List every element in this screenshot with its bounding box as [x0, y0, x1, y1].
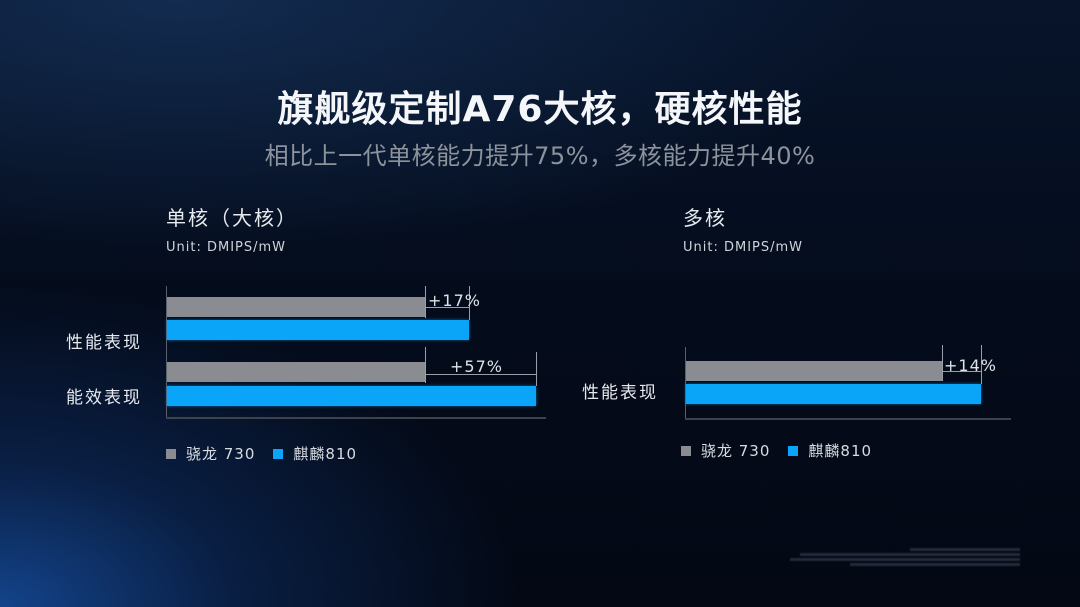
delta-line: [425, 374, 536, 375]
footnote-disclaimer: [790, 546, 1020, 568]
delta-annotation: +14%: [944, 356, 997, 375]
bar-snapdragon-730: [686, 361, 942, 381]
legend-label: 麒麟810: [808, 442, 873, 460]
delta-annotation: +17%: [428, 291, 481, 310]
legend-item-kirin: 麒麟810: [273, 443, 357, 464]
delta-annotation: +57%: [450, 357, 503, 376]
chart-unit: Unit: DMIPS/mW: [166, 240, 287, 255]
legend-label: 麒麟810: [293, 445, 358, 463]
bar-snapdragon-730: [167, 297, 425, 317]
delta-line: [425, 307, 469, 308]
delta-tick: [536, 352, 537, 386]
legend-label: 骁龙 730: [186, 445, 256, 463]
chart-title: 多核: [683, 206, 727, 230]
y-axis: [166, 286, 167, 418]
legend-item-kirin: 麒麟810: [788, 440, 872, 461]
legend-swatch-gray: [166, 448, 176, 459]
delta-tick: [981, 345, 982, 384]
y-axis: [685, 347, 686, 419]
delta-tick: [469, 286, 470, 320]
slide-title: 旗舰级定制A76大核，硬核性能: [277, 89, 803, 130]
x-axis: [166, 417, 546, 419]
bar-kirin-810: [167, 320, 469, 340]
chart-legend: 骁龙 730 麒麟810: [681, 440, 890, 461]
chart-title: 单核（大核）: [166, 206, 298, 230]
category-label: 能效表现: [66, 388, 142, 408]
delta-tick: [425, 347, 426, 383]
category-label: 性能表现: [582, 383, 658, 403]
bar-kirin-810: [167, 386, 536, 406]
legend-swatch-blue: [788, 445, 799, 456]
legend-swatch-gray: [681, 445, 691, 456]
legend-item-snapdragon: 骁龙 730: [166, 443, 255, 464]
delta-tick: [942, 345, 943, 381]
chart-unit: Unit: DMIPS/mW: [683, 240, 804, 255]
x-axis: [685, 418, 1011, 420]
bar-kirin-810: [686, 384, 981, 404]
delta-line: [942, 371, 981, 372]
legend-swatch-blue: [273, 448, 284, 459]
legend-label: 骁龙 730: [701, 442, 771, 460]
legend-item-snapdragon: 骁龙 730: [681, 440, 770, 461]
slide-subtitle: 相比上一代单核能力提升75%，多核能力提升40%: [264, 142, 816, 170]
category-label: 性能表现: [66, 333, 142, 353]
bar-snapdragon-730: [167, 362, 425, 382]
delta-tick: [425, 286, 426, 318]
chart-legend: 骁龙 730 麒麟810: [166, 443, 375, 464]
